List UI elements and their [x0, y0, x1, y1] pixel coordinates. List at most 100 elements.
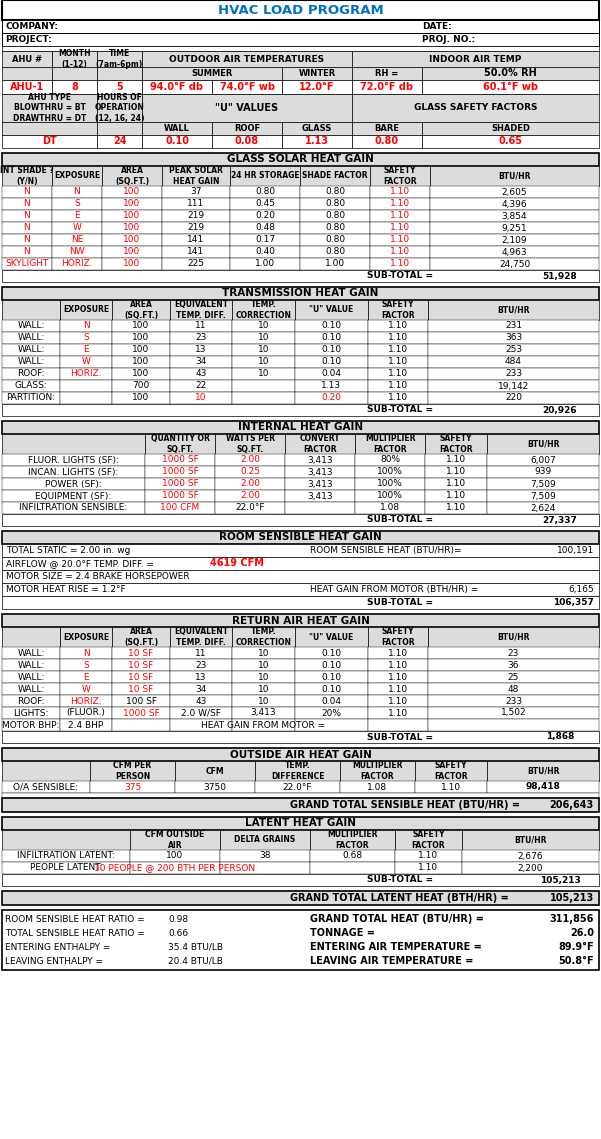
Bar: [370, 233, 430, 246]
Bar: [2, 781, 90, 793]
Bar: [60, 695, 112, 707]
Bar: [52, 259, 102, 270]
Text: 8: 8: [71, 82, 78, 92]
Text: GRAND TOTAL HEAT (BTU/HR) =: GRAND TOTAL HEAT (BTU/HR) =: [310, 913, 484, 924]
Bar: [295, 659, 368, 671]
Bar: [145, 502, 215, 514]
Bar: [232, 659, 295, 671]
Bar: [352, 80, 422, 95]
Text: 60.1°F wb: 60.1°F wb: [483, 82, 538, 92]
Text: EQUIVALENT
TEMP. DIFF.: EQUIVALENT TEMP. DIFF.: [174, 628, 228, 647]
Text: PEAK SOLAR
HEAT GAIN: PEAK SOLAR HEAT GAIN: [169, 166, 223, 186]
Text: 233: 233: [505, 369, 522, 378]
Text: 4,396: 4,396: [502, 199, 527, 208]
Bar: [102, 233, 162, 246]
Bar: [230, 246, 300, 259]
Bar: [422, 136, 599, 148]
Text: 1.10: 1.10: [418, 852, 439, 860]
Text: 9,251: 9,251: [502, 223, 527, 232]
Text: TONNAGE =: TONNAGE =: [310, 928, 375, 939]
Text: 0.04: 0.04: [322, 369, 341, 378]
Bar: [395, 850, 462, 862]
Bar: [60, 392, 112, 404]
Bar: [295, 719, 368, 731]
Bar: [232, 300, 295, 320]
Bar: [295, 683, 368, 695]
Bar: [2, 287, 599, 300]
Bar: [142, 51, 352, 67]
Text: 1000 SF: 1000 SF: [162, 480, 198, 489]
Bar: [232, 707, 295, 719]
Bar: [428, 647, 599, 659]
Bar: [112, 719, 170, 731]
Text: 111: 111: [188, 199, 204, 208]
Bar: [2, 502, 145, 514]
Bar: [2, 21, 599, 33]
Text: COMPANY:: COMPANY:: [5, 22, 58, 31]
Text: 219: 219: [188, 223, 204, 232]
Bar: [215, 490, 285, 502]
Bar: [112, 647, 170, 659]
Bar: [2, 478, 145, 490]
Text: 2.00: 2.00: [240, 480, 260, 489]
Text: 0.65: 0.65: [498, 137, 522, 147]
Text: TRANSMISSION HEAT GAIN: TRANSMISSION HEAT GAIN: [222, 288, 379, 298]
Text: SAFETY
FACTOR: SAFETY FACTOR: [381, 628, 415, 647]
Text: 22.0°F: 22.0°F: [235, 503, 265, 513]
Text: 1.10: 1.10: [446, 467, 466, 476]
Text: TOTAL STATIC = 2.00 in. wg: TOTAL STATIC = 2.00 in. wg: [6, 546, 130, 555]
Text: 1.10: 1.10: [388, 708, 408, 718]
Text: GLASS: GLASS: [302, 124, 332, 133]
Text: W: W: [82, 685, 90, 694]
Bar: [487, 466, 599, 478]
Text: 2.4 BHP: 2.4 BHP: [69, 721, 103, 729]
Bar: [220, 830, 310, 850]
Bar: [2, 186, 52, 198]
Text: 10 PEOPLE @ 200 BTH PER PERSON: 10 PEOPLE @ 200 BTH PER PERSON: [94, 863, 255, 872]
Text: S: S: [74, 199, 80, 208]
Text: 1,502: 1,502: [501, 708, 526, 718]
Bar: [212, 80, 282, 95]
Bar: [368, 300, 428, 320]
Text: 23: 23: [508, 648, 519, 657]
Text: 3750: 3750: [204, 782, 227, 792]
Bar: [368, 392, 428, 404]
Bar: [428, 659, 599, 671]
Bar: [370, 259, 430, 270]
Bar: [162, 198, 230, 210]
Text: 141: 141: [188, 247, 204, 256]
Text: HORIZ.: HORIZ.: [70, 369, 102, 378]
Bar: [295, 368, 368, 380]
Bar: [102, 186, 162, 198]
Bar: [2, 748, 599, 761]
Text: 141: 141: [188, 236, 204, 245]
Bar: [162, 233, 230, 246]
Text: AREA
(SQ.FT.): AREA (SQ.FT.): [115, 166, 149, 186]
Bar: [430, 186, 599, 198]
Text: WALL:: WALL:: [17, 661, 44, 670]
Bar: [2, 731, 599, 743]
Text: 1.13: 1.13: [305, 137, 329, 147]
Text: 2.00: 2.00: [240, 492, 260, 500]
Text: 10: 10: [258, 369, 269, 378]
Text: 36: 36: [508, 661, 519, 670]
Bar: [170, 368, 232, 380]
Text: 0.08: 0.08: [235, 137, 259, 147]
Bar: [368, 671, 428, 683]
Text: INT SHADE ?
(Y/N): INT SHADE ? (Y/N): [0, 166, 54, 186]
Bar: [2, 222, 52, 233]
Text: AHU #: AHU #: [12, 55, 42, 64]
Text: 7,509: 7,509: [530, 480, 556, 489]
Bar: [487, 478, 599, 490]
Text: S: S: [83, 661, 89, 670]
Bar: [368, 344, 428, 357]
Bar: [2, 95, 97, 122]
Bar: [60, 659, 112, 671]
Bar: [2, 421, 599, 434]
Bar: [368, 659, 428, 671]
Text: 0.80: 0.80: [325, 236, 345, 245]
Bar: [215, 502, 285, 514]
Text: SAFETY
FACTOR: SAFETY FACTOR: [381, 301, 415, 320]
Bar: [430, 198, 599, 210]
Text: PARTITION:: PARTITION:: [7, 393, 55, 402]
